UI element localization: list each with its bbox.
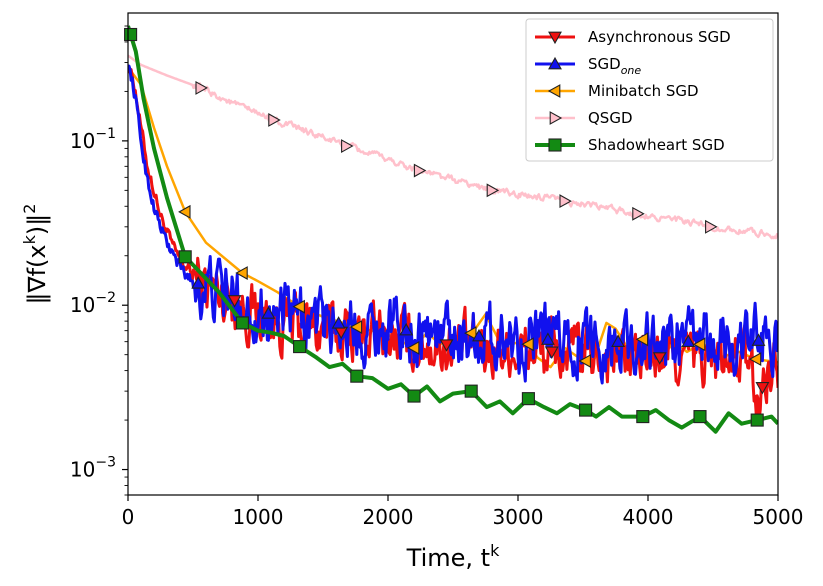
series-marker-3 xyxy=(632,206,645,221)
series-marker-2 xyxy=(349,320,363,334)
series-marker-2 xyxy=(521,337,534,352)
series-marker-4 xyxy=(350,369,364,383)
series-marker-4 xyxy=(579,403,593,417)
x-axis: 0 1000 2000 3000 4000 5000 xyxy=(122,495,804,529)
series-marker-0 xyxy=(652,352,667,365)
series-marker-2 xyxy=(635,332,649,347)
series-marker-2 xyxy=(406,340,420,355)
series-marker-4 xyxy=(521,392,535,406)
y-axis-label-sup: k xyxy=(20,234,39,244)
x-tick-label: 5000 xyxy=(753,505,804,529)
series-marker-3 xyxy=(195,80,208,95)
x-axis-label-sup: k xyxy=(490,541,500,560)
series-marker-2 xyxy=(692,337,706,352)
series-marker-1 xyxy=(611,334,626,348)
series-marker-1 xyxy=(472,328,486,342)
series-line-1 xyxy=(128,64,778,385)
series-marker-3 xyxy=(268,113,281,127)
legend-marker xyxy=(549,111,563,125)
series-marker-2 xyxy=(292,299,305,314)
series-marker-4 xyxy=(124,27,138,42)
legend-marker xyxy=(548,56,562,70)
series-marker-0 xyxy=(544,346,559,360)
x-tick-label: 1000 xyxy=(233,505,284,529)
x-tick-label: 0 xyxy=(122,505,135,529)
series-marker-4 xyxy=(636,410,650,424)
legend-label: Asynchronous SGD xyxy=(588,28,731,46)
legend-marker xyxy=(548,31,562,45)
legend-marker xyxy=(547,84,561,98)
series-marker-4 xyxy=(235,316,249,330)
series-marker-3 xyxy=(341,139,354,153)
x-tick-label: 2000 xyxy=(363,505,414,529)
series-marker-1 xyxy=(331,316,346,329)
y-tick-label: 10−1 xyxy=(70,126,116,153)
legend: Asynchronous SGD SGDone Minibatch SGD QSGD S… xyxy=(525,18,774,162)
series-marker-0 xyxy=(227,295,242,308)
series-marker-4 xyxy=(464,384,478,398)
series-marker-0 xyxy=(439,339,454,352)
y-axis-label-tail: )‖ xyxy=(23,214,51,235)
y-axis-label: ‖∇f(xk)‖2 xyxy=(20,204,51,305)
series-marker-4 xyxy=(407,389,421,403)
series-marker-3 xyxy=(705,219,718,234)
legend-label: SGDone xyxy=(588,55,641,77)
series-marker-2 xyxy=(178,204,191,219)
series-marker-3 xyxy=(559,194,572,209)
series-marker-2 xyxy=(748,352,762,367)
series-marker-1 xyxy=(261,306,276,319)
series-marker-1 xyxy=(191,276,206,289)
series-line-3 xyxy=(128,54,778,240)
x-axis-label: Time, tk xyxy=(406,541,500,572)
x-tick-label: 4000 xyxy=(623,505,674,529)
series-marker-1 xyxy=(751,333,766,346)
legend-label: QSGD xyxy=(588,109,633,127)
series-marker-1 xyxy=(540,332,555,345)
legend-label: Shadowheart SGD xyxy=(588,136,725,154)
series-marker-0 xyxy=(755,382,770,395)
series-marker-3 xyxy=(413,163,427,178)
marker-layer xyxy=(124,27,770,427)
series-marker-4 xyxy=(750,413,764,427)
series-marker-4 xyxy=(293,340,307,354)
series-marker-1 xyxy=(681,334,696,348)
y-tick-label: 10−2 xyxy=(70,290,116,317)
plot-frame xyxy=(127,12,779,496)
series-marker-4 xyxy=(178,250,192,264)
legend-box xyxy=(525,18,774,162)
y-axis: 10−1 10−2 10−3 xyxy=(70,25,128,496)
series-marker-2 xyxy=(235,266,248,280)
y-axis-label-tail-sup: 2 xyxy=(20,204,39,214)
series-marker-1 xyxy=(399,322,414,336)
series-marker-2 xyxy=(464,326,477,341)
x-tick-label: 3000 xyxy=(493,505,544,529)
series-marker-2 xyxy=(578,354,591,368)
series-line-4 xyxy=(128,25,778,434)
y-tick-label: 10−3 xyxy=(70,455,116,482)
legend-marker xyxy=(548,138,562,152)
series-marker-4 xyxy=(693,410,707,424)
legend-label: Minibatch SGD xyxy=(588,82,699,100)
series-marker-3 xyxy=(486,183,500,198)
